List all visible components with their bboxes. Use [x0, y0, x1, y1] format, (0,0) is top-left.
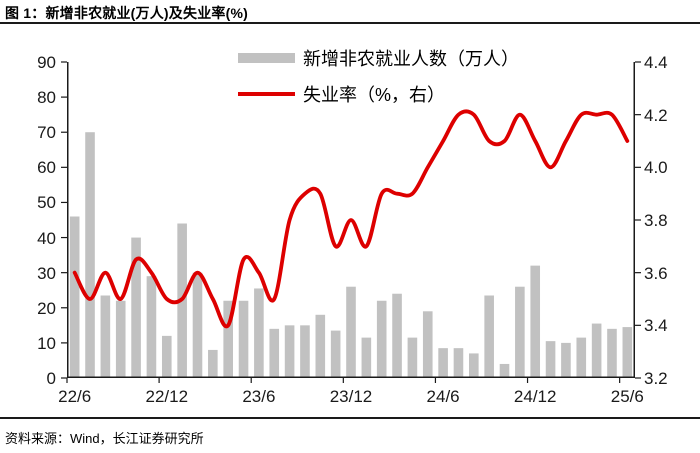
chart-title: 图 1：新增非农就业(万人)及失业率(%) [5, 5, 248, 21]
y-left-tick-label: 70 [37, 123, 56, 143]
legend-label-bars: 新增非农就业人数（万人） [303, 49, 519, 69]
bar-25/3 [576, 337, 587, 378]
bar-22/6 [69, 216, 80, 378]
plot-area [61, 61, 641, 383]
bar-25/6 [622, 327, 633, 378]
bar-25/5 [607, 328, 617, 378]
bar-23/3 [208, 349, 218, 378]
y-left-tick-label: 10 [37, 333, 56, 353]
y-left-tick-label: 80 [37, 88, 56, 108]
y-right-tick-label: 3.8 [644, 211, 668, 230]
y-left-tick-label: 30 [37, 263, 56, 283]
bar-24/3 [392, 293, 402, 378]
y-left-tick-label: 50 [37, 193, 56, 213]
bar-25/1 [545, 341, 556, 378]
bar-24/8 [469, 353, 479, 378]
source-note: 资料来源：Wind，长江证券研究所 [5, 431, 204, 446]
bar-24/7 [453, 348, 464, 378]
bar-24/10 [499, 363, 510, 378]
bar-22/9 [115, 300, 126, 378]
y-left-tick-label: 90 [37, 53, 56, 72]
bar-22/11 [146, 276, 157, 378]
bar-23/10 [315, 314, 326, 378]
bar-swatch-icon [238, 53, 295, 63]
x-tick-label: 23/12 [329, 387, 373, 406]
bar-24/6 [438, 348, 448, 378]
bar-25/2 [561, 342, 571, 378]
x-tick-label: 23/6 [242, 387, 276, 406]
y-right-tick-label: 3.2 [644, 369, 668, 388]
bar-24/4 [407, 337, 418, 378]
y-right-tick-label: 4.0 [644, 158, 668, 178]
bar-24/2 [376, 300, 387, 378]
bar-24/9 [484, 295, 494, 378]
bar-23/4 [223, 300, 233, 378]
bar-23/5 [238, 300, 249, 378]
bar-24/5 [422, 311, 433, 378]
bar-24/12 [530, 265, 541, 378]
bar-24/11 [515, 286, 525, 378]
bar-22/8 [100, 295, 111, 378]
y-right-tick-label: 4.4 [644, 53, 668, 72]
y-left-tick-label: 20 [37, 298, 56, 318]
title-underline [0, 22, 700, 24]
legend-item-bars: 新增非农就业人数（万人） [238, 40, 519, 76]
y-left-tick-label: 0 [46, 369, 56, 388]
unemployment-rate-line [72, 109, 630, 329]
y-left-tick-label: 40 [37, 228, 56, 248]
legend-item-line: 失业率（%，右） [238, 76, 519, 112]
bar-23/12 [346, 286, 356, 378]
bar-23/2 [192, 272, 203, 378]
x-tick-label: 25/6 [610, 387, 644, 406]
bar-23/6 [254, 288, 264, 378]
y-right-tick-label: 3.6 [644, 263, 668, 283]
y-right-tick-label: 3.4 [644, 316, 668, 336]
bar-25/4 [591, 323, 602, 378]
legend-label-line: 失业率（%，右） [303, 85, 446, 105]
y-left-tick-label: 60 [37, 158, 56, 178]
chart-legend: 新增非农就业人数（万人） 失业率（%，右） [238, 40, 519, 112]
x-tick-label: 24/12 [513, 387, 557, 406]
bar-23/11 [330, 330, 341, 378]
footer-rule [0, 417, 700, 419]
bar-23/8 [284, 325, 295, 378]
bar-22/10 [131, 237, 141, 378]
bar-24/1 [361, 337, 372, 378]
bar-22/7 [85, 132, 95, 378]
y-right-tick-label: 4.2 [644, 105, 668, 125]
line-swatch-icon [238, 91, 295, 97]
bar-23/9 [300, 325, 310, 378]
x-tick-label: 22/6 [58, 387, 92, 406]
chart-canvas [61, 61, 641, 383]
bar-22/12 [161, 335, 172, 378]
x-tick-label: 24/6 [426, 387, 460, 406]
bar-23/7 [269, 328, 280, 378]
x-tick-label: 22/12 [145, 387, 189, 406]
